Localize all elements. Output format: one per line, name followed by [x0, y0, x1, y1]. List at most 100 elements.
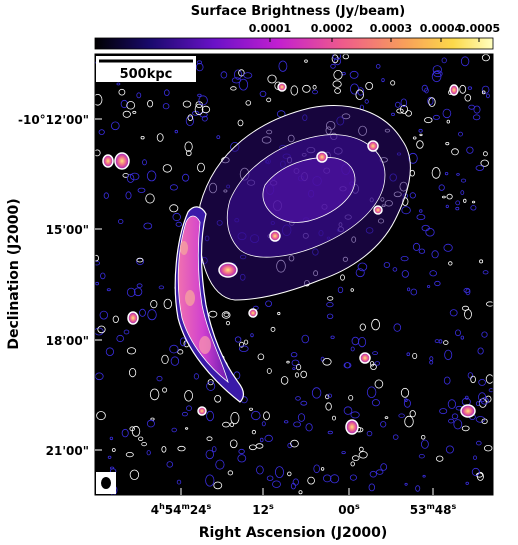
noise-contour — [400, 255, 409, 262]
noise-contour — [304, 59, 308, 63]
noise-contour — [147, 99, 154, 108]
noise-contour — [146, 419, 155, 428]
noise-contour — [406, 287, 411, 292]
colorbar-tick-labels: 0.0001 0.0002 0.0003 0.0004 0.0005 — [249, 22, 500, 35]
noise-contour — [147, 309, 157, 321]
noise-contour — [239, 341, 245, 348]
noise-contour — [398, 413, 405, 418]
noise-contour — [486, 301, 493, 307]
noise-contour — [327, 296, 334, 301]
noise-contour — [95, 327, 104, 336]
noise-contour — [225, 320, 231, 326]
noise-contour — [221, 311, 231, 319]
noise-contour — [412, 352, 418, 359]
noise-contour — [257, 353, 265, 361]
noise-contour — [334, 88, 342, 94]
noise-contour — [184, 390, 194, 402]
noise-contour — [294, 372, 300, 378]
noise-contour — [403, 399, 411, 408]
noise-contour — [125, 191, 132, 200]
noise-contour — [349, 83, 359, 95]
noise-contour — [100, 272, 106, 280]
noise-contour — [329, 474, 340, 484]
noise-contour — [186, 405, 192, 412]
noise-contour — [121, 428, 129, 438]
noise-contour — [194, 103, 204, 116]
noise-contour — [485, 374, 493, 384]
noise-contour — [297, 413, 306, 422]
noise-contour — [366, 386, 377, 398]
noise-contour — [371, 318, 381, 331]
noise-contour — [475, 401, 480, 406]
noise-contour — [464, 94, 472, 102]
noise-contour — [410, 288, 418, 296]
noise-contour — [449, 309, 458, 317]
noise-contour — [295, 396, 301, 401]
noise-contour — [458, 131, 463, 137]
noise-contour — [470, 205, 477, 211]
noise-contour — [182, 173, 190, 182]
noise-contour — [95, 149, 101, 157]
noise-contour — [95, 94, 103, 106]
noise-contour — [447, 399, 456, 409]
noise-contour — [337, 286, 344, 294]
noise-contour — [171, 427, 177, 433]
noise-contour — [95, 281, 99, 286]
noise-contour — [186, 150, 192, 157]
noise-contour — [222, 421, 230, 428]
noise-contour — [265, 300, 273, 307]
noise-contour — [419, 133, 423, 137]
noise-contour — [213, 481, 223, 490]
noise-contour — [331, 415, 336, 421]
noise-contour — [272, 480, 281, 488]
noise-contour — [111, 448, 116, 452]
noise-contour — [137, 187, 146, 193]
noise-contour — [169, 184, 178, 191]
noise-contour — [446, 193, 453, 200]
noise-contour — [344, 362, 351, 369]
noise-contour — [239, 345, 249, 353]
noise-contour — [415, 485, 421, 492]
noise-contour — [478, 392, 487, 403]
noise-contour — [96, 411, 106, 421]
noise-contour — [287, 442, 293, 449]
noise-contour — [331, 54, 339, 64]
noise-contour — [443, 376, 451, 385]
x-tick-label: 12s — [252, 502, 274, 517]
noise-contour — [201, 105, 211, 114]
noise-contour — [300, 370, 308, 379]
noise-contour — [99, 310, 108, 320]
noise-contour — [481, 418, 488, 425]
noise-contour — [290, 439, 299, 448]
noise-contour — [143, 222, 153, 230]
noise-contour — [465, 481, 469, 485]
noise-contour — [418, 454, 425, 459]
y-axis-label: Declination (J2000) — [6, 198, 22, 349]
noise-contour — [293, 421, 302, 428]
noise-contour — [193, 373, 199, 380]
noise-contour — [261, 421, 266, 427]
noise-contour — [406, 352, 411, 357]
noise-contour — [250, 333, 254, 338]
noise-contour — [264, 434, 273, 442]
noise-contour — [174, 129, 178, 134]
noise-contour — [205, 474, 215, 487]
noise-contour — [95, 261, 100, 266]
noise-contour — [125, 451, 134, 458]
noise-contour — [286, 360, 290, 364]
noise-contour — [295, 363, 302, 371]
noise-contour — [95, 254, 99, 262]
colorbar-ticks — [269, 38, 480, 42]
noise-contour — [375, 64, 381, 69]
compact-source — [367, 140, 379, 152]
noise-contour — [412, 242, 421, 251]
compact-source — [114, 152, 130, 170]
noise-contour — [237, 454, 247, 463]
noise-contour — [374, 361, 380, 366]
noise-contour — [376, 469, 384, 475]
noise-contour — [341, 451, 346, 455]
noise-contour — [326, 301, 334, 308]
noise-contour — [431, 167, 441, 179]
noise-contour — [445, 142, 450, 146]
noise-contour — [290, 85, 299, 96]
